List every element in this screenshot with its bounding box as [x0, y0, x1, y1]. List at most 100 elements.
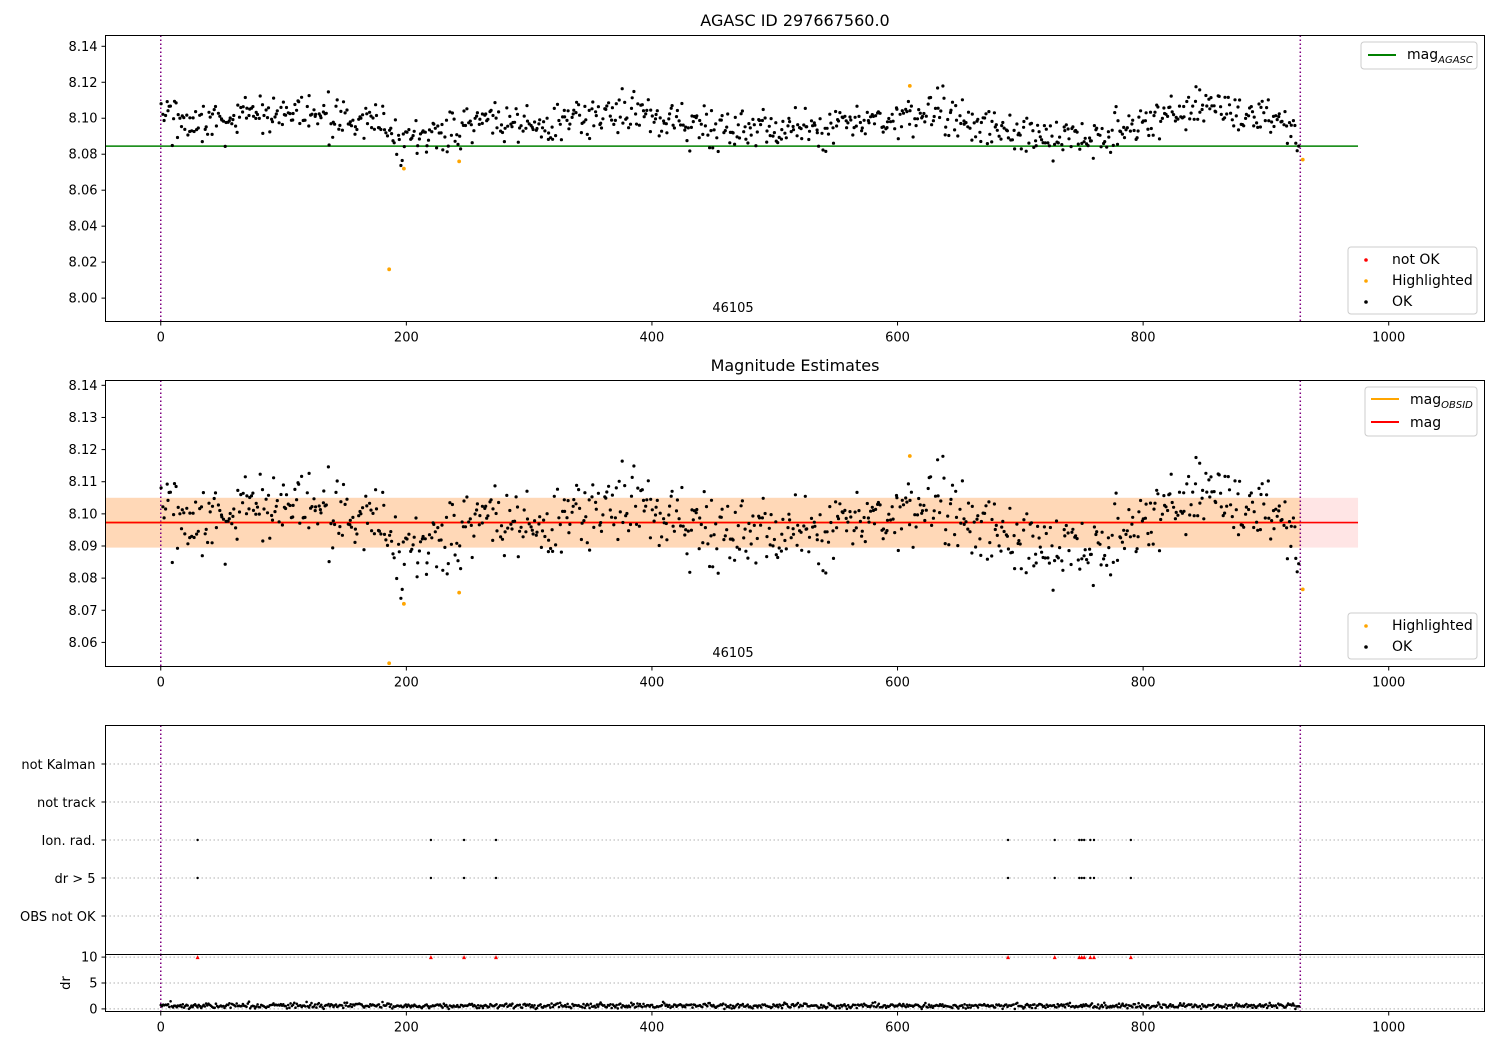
- magnitude-ok-point: [746, 556, 750, 560]
- dr-point: [235, 1002, 238, 1005]
- agasc-ok-point: [547, 131, 551, 135]
- agasc-ok-point: [613, 118, 618, 122]
- magnitude-ok-point: [427, 533, 432, 537]
- dr-point: [919, 1005, 922, 1009]
- dr-clipped-marker: [493, 955, 498, 960]
- dr-point: [480, 1004, 484, 1008]
- magnitude-ok-point: [1116, 516, 1120, 520]
- magnitude-ok-point: [503, 530, 507, 534]
- magnitude-ok-point: [947, 543, 951, 547]
- magnitude-ok-point: [1267, 516, 1271, 520]
- agasc-ok-point: [831, 126, 835, 130]
- dr-point: [313, 1003, 317, 1006]
- agasc-ok-point: [669, 106, 673, 110]
- agasc-ok-point: [1223, 116, 1227, 120]
- magnitude-ok-point: [565, 516, 569, 520]
- dr-point: [533, 1004, 536, 1007]
- magnitude-ok-point: [389, 530, 393, 534]
- magnitude-ok-point: [1259, 492, 1263, 497]
- agasc-y-tick-label: 8.14: [69, 40, 98, 55]
- agasc-ok-point: [486, 117, 490, 121]
- magnitude-ok-point: [284, 506, 288, 511]
- magnitude-ok-point: [1106, 536, 1110, 540]
- magnitude-ok-point: [913, 513, 917, 517]
- magnitude-ok-point: [1275, 514, 1279, 518]
- dr-point: [870, 1004, 873, 1007]
- dr-point: [495, 1003, 498, 1006]
- dr-point: [1056, 1002, 1059, 1006]
- agasc-ok-point: [944, 125, 948, 129]
- flag-marker: [1080, 838, 1083, 842]
- agasc-ok-point: [815, 131, 819, 135]
- magnitude-ok-point: [465, 495, 469, 499]
- magnitude-ok-point: [655, 498, 659, 502]
- agasc-ok-point: [1148, 110, 1153, 114]
- dr-x-tick-label: 600: [885, 1021, 910, 1036]
- dr-axis-label: dr: [59, 976, 74, 990]
- flag-row-label: not Kalman: [21, 758, 95, 773]
- agasc-ok-point: [574, 111, 578, 115]
- agasc-ok-point: [1132, 128, 1136, 133]
- agasc-ok-point: [270, 120, 275, 124]
- dr-point: [1098, 1007, 1101, 1010]
- agasc-ok-point: [771, 134, 775, 138]
- legend-box: [1347, 246, 1478, 315]
- agasc-ok-point: [695, 114, 699, 118]
- magnitude-ok-point: [653, 513, 658, 517]
- magnitude-ok-point: [1132, 534, 1136, 538]
- flag-marker: [1129, 838, 1133, 842]
- magnitude-ok-point: [216, 503, 220, 507]
- agasc-ok-point: [908, 109, 912, 113]
- agasc-ok-point: [272, 96, 276, 100]
- magnitude-ok-point: [307, 526, 311, 530]
- agasc-ok-point: [1054, 120, 1059, 124]
- magnitude-ok-point: [452, 513, 456, 518]
- magnitude-ok-point: [353, 527, 357, 531]
- agasc-panel-title: AGASC ID 297667560.0: [700, 11, 889, 30]
- magnitude-ok-point: [1247, 507, 1251, 512]
- magnitude-ok-point: [159, 486, 163, 490]
- magnitude-ok-point: [525, 517, 530, 521]
- agasc-ok-point: [339, 109, 343, 113]
- magnitude-ok-point: [195, 532, 199, 536]
- dr-point: [294, 1006, 297, 1009]
- magnitude-ok-point: [954, 489, 958, 493]
- agasc-ok-point: [723, 129, 727, 133]
- agasc-ok-point: [284, 113, 288, 117]
- magnitude-ok-point: [571, 504, 575, 508]
- magnitude-ok-point: [1156, 492, 1160, 496]
- dr-point: [556, 1002, 560, 1005]
- magnitude-ok-point: [514, 495, 518, 499]
- magnitude-ok-point: [362, 548, 366, 552]
- dr-point: [248, 1007, 252, 1010]
- magnitude-ok-point: [310, 505, 314, 509]
- agasc-ok-point: [607, 101, 611, 105]
- agasc-ok-point: [987, 110, 991, 114]
- magnitude-ok-point: [1172, 505, 1176, 509]
- agasc-ok-point: [1008, 113, 1012, 117]
- agasc-ok-point: [552, 106, 556, 110]
- agasc-ok-point: [537, 122, 541, 126]
- dr-point: [476, 1004, 480, 1007]
- agasc-ok-point: [243, 95, 247, 100]
- flag-marker: [1092, 838, 1096, 842]
- dr-point: [1139, 1006, 1143, 1009]
- magnitude-ok-point: [395, 576, 399, 581]
- agasc-ok-point: [439, 131, 443, 135]
- agasc-ok-point: [959, 121, 963, 126]
- agasc-ok-point: [802, 123, 806, 127]
- agasc-ok-point: [493, 101, 497, 105]
- magnitude-ok-point: [527, 522, 531, 526]
- agasc-panel-line-legend: magAGASC: [1360, 41, 1478, 70]
- agasc-ok-point: [992, 111, 997, 115]
- magnitude-x-tick-label: 400: [640, 676, 665, 691]
- agasc-ok-point: [369, 114, 373, 118]
- magnitude-ok-point: [1010, 550, 1015, 554]
- agasc-ok-point: [545, 116, 549, 120]
- agasc-ok-point: [1185, 99, 1189, 104]
- agasc-ok-point: [251, 105, 255, 109]
- agasc-ok-point: [185, 113, 189, 117]
- agasc-ok-point: [908, 122, 912, 126]
- dr-clipped-marker: [428, 955, 433, 960]
- magnitude-ok-point: [972, 520, 976, 524]
